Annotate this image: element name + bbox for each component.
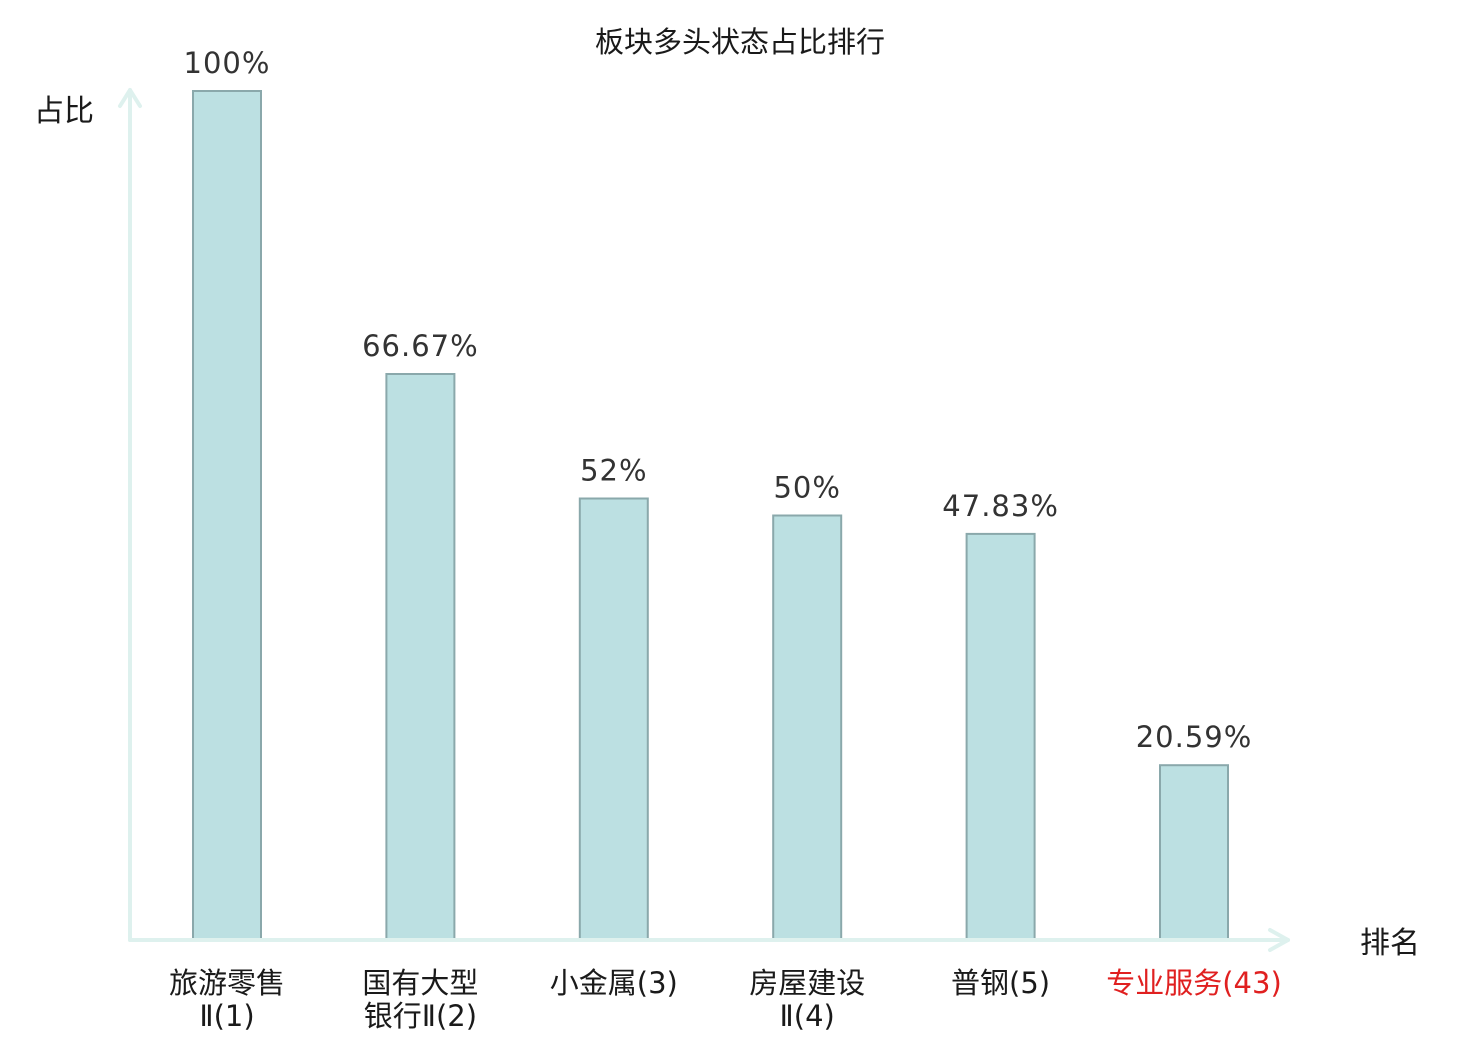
y-axis	[118, 88, 142, 942]
value-label-4: 50%	[773, 471, 840, 505]
category-label-5: 普钢(5)	[951, 966, 1050, 1000]
value-label-2: 66.67%	[362, 329, 479, 363]
x-axis-arrow	[1268, 928, 1290, 952]
category-label-1-line-2: Ⅱ(1)	[199, 999, 254, 1033]
x-axis	[128, 928, 1290, 952]
bar-4	[772, 514, 843, 941]
chart-title: 板块多头状态占比排行	[595, 25, 885, 59]
category-label-6: 专业服务(43)	[1106, 966, 1282, 1000]
category-label-4-line-2: Ⅱ(4)	[780, 999, 835, 1033]
value-label-3: 52%	[580, 454, 647, 488]
bars-group	[192, 90, 1229, 942]
category-label-4-line-1: 房屋建设	[749, 966, 865, 1000]
category-label-2-line-2: 银行Ⅱ(2)	[364, 999, 477, 1033]
bar-6	[1159, 764, 1229, 942]
category-label-3: 小金属(3)	[550, 966, 678, 1000]
value-label-1: 100%	[184, 46, 271, 80]
bar-5	[965, 532, 1036, 942]
category-label-1-line-1: 旅游零售	[169, 966, 285, 1000]
y-axis-arrow	[118, 88, 142, 108]
category-label-2-line-1: 国有大型	[362, 966, 478, 1000]
y-axis-label: 占比	[34, 94, 94, 129]
x-axis-label: 排名	[1360, 926, 1420, 961]
bar-2	[385, 373, 456, 941]
bar-1	[192, 90, 262, 941]
value-label-6: 20.59%	[1136, 720, 1253, 754]
bar-3	[578, 497, 649, 941]
value-label-5: 47.83%	[942, 489, 1059, 523]
value-labels-group: 100% 66.67% 52% 50% 47.83% 20.59%	[184, 46, 1253, 754]
